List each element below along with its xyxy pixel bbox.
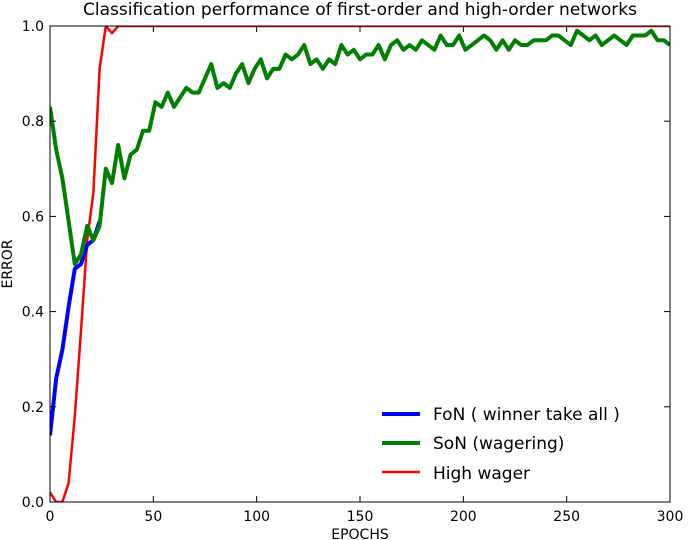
legend-label-fon: FoN ( winner take all ) xyxy=(433,405,620,425)
x-tick-label: 100 xyxy=(243,509,270,525)
y-tick-label: 0.8 xyxy=(22,114,44,130)
y-tick-label: 0.6 xyxy=(22,209,44,225)
series-line-high-wager xyxy=(50,26,670,502)
y-tick-label: 1.0 xyxy=(22,19,44,35)
series-line-son xyxy=(50,28,670,266)
y-tick-label: 0.0 xyxy=(22,495,44,511)
x-tick-label: 0 xyxy=(46,509,55,525)
y-axis-label: ERROR xyxy=(0,239,16,288)
legend: FoN ( winner take all ) SoN (wagering) H… xyxy=(382,405,620,484)
x-tick-label: 300 xyxy=(657,509,684,525)
x-tick-label: 200 xyxy=(450,509,477,525)
legend-label-high-wager: High wager xyxy=(433,464,530,484)
series-line-fon xyxy=(50,220,102,436)
y-tick-label: 0.2 xyxy=(22,400,44,416)
x-tick-label: 250 xyxy=(553,509,580,525)
x-axis-label: EPOCHS xyxy=(331,527,389,540)
chart-title: Classification performance of first-orde… xyxy=(83,0,637,20)
y-tick-label: 0.4 xyxy=(22,305,44,321)
plot-frame xyxy=(49,25,671,503)
legend-label-son: SoN (wagering) xyxy=(433,434,564,454)
x-tick-label: 150 xyxy=(347,509,374,525)
x-tick-label: 50 xyxy=(144,509,162,525)
